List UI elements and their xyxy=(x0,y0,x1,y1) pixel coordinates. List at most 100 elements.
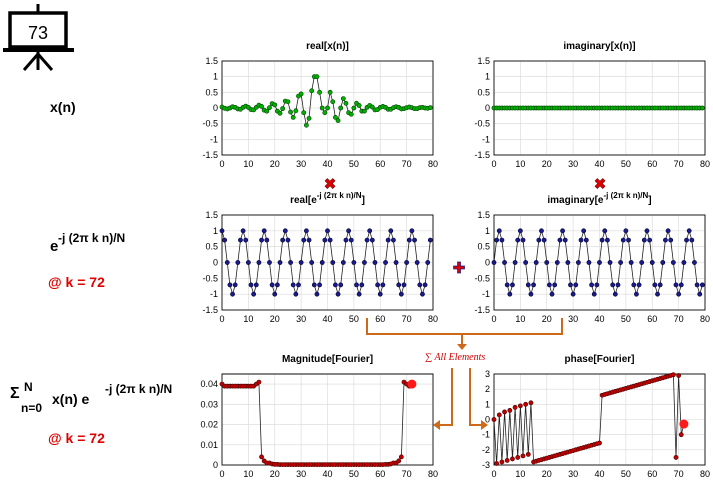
data-point xyxy=(562,237,568,243)
x-tick-label: 80 xyxy=(428,469,438,479)
x-tick-label: 40 xyxy=(322,159,332,169)
y-tick-label: 1 xyxy=(485,399,490,409)
y-tick-label: -0.5 xyxy=(474,273,490,283)
data-point xyxy=(380,282,386,288)
data-point xyxy=(663,237,668,243)
data-point xyxy=(280,237,286,243)
data-point xyxy=(396,458,402,464)
data-point xyxy=(306,237,312,243)
data-point xyxy=(692,260,697,265)
data-point xyxy=(517,403,523,409)
data-point xyxy=(319,260,325,265)
data-point xyxy=(335,118,341,123)
data-point xyxy=(626,237,631,243)
y-tick-label: 0 xyxy=(213,258,218,268)
data-point xyxy=(515,237,521,243)
chart-real-exp: 0 10 20 30 40 50 60 70 80 -1.5 -1 -0.5 0 0.5 1 1.5 real[… xyxy=(202,191,438,324)
data-point xyxy=(523,260,529,265)
data-point xyxy=(494,237,500,243)
data-point xyxy=(391,237,396,243)
data-point xyxy=(398,291,404,297)
data-point xyxy=(533,260,539,265)
y-tick-label: 1.5 xyxy=(477,56,490,66)
data-point xyxy=(618,260,623,265)
data-point xyxy=(333,115,338,120)
data-point xyxy=(539,228,544,234)
data-point xyxy=(396,282,402,288)
data-point xyxy=(306,115,312,121)
data-point xyxy=(227,282,233,288)
x-tick-label: 80 xyxy=(700,469,710,479)
data-point xyxy=(525,282,531,288)
y-tick-label: 0.02 xyxy=(200,420,218,430)
data-point xyxy=(301,110,307,116)
data-point xyxy=(367,228,373,234)
data-point xyxy=(427,105,433,111)
data-point xyxy=(293,291,299,297)
data-point xyxy=(359,282,365,288)
x-tick-label: 10 xyxy=(515,314,525,324)
data-point xyxy=(491,260,497,265)
data-point xyxy=(678,432,684,438)
y-tick-label: -1.5 xyxy=(474,150,490,160)
x-tick-label: 0 xyxy=(491,159,496,169)
plus-icon: ✚ xyxy=(453,260,466,277)
data-point xyxy=(272,102,278,108)
x-tick-label: 80 xyxy=(700,159,710,169)
data-point xyxy=(678,282,684,288)
data-point xyxy=(568,282,573,288)
data-point xyxy=(597,440,602,446)
data-point xyxy=(681,260,687,265)
data-point xyxy=(330,99,336,105)
x-tick-label: 50 xyxy=(621,469,631,479)
y-tick-label: 1 xyxy=(485,226,490,236)
data-point xyxy=(673,455,679,460)
data-point xyxy=(327,89,333,95)
slide-number: 73 xyxy=(28,23,48,43)
data-point xyxy=(597,260,602,265)
data-point xyxy=(507,407,513,413)
data-point xyxy=(427,237,433,243)
data-point xyxy=(517,228,523,234)
data-point xyxy=(531,282,536,288)
data-point xyxy=(409,228,415,234)
x-tick-label: 50 xyxy=(349,469,359,479)
y-tick-label: -1 xyxy=(482,289,490,299)
data-point xyxy=(269,282,275,288)
data-point xyxy=(589,282,594,288)
label-exp-sup: -j (2π k n)/N xyxy=(58,231,125,245)
data-point xyxy=(536,237,542,243)
data-point xyxy=(620,237,626,243)
data-point xyxy=(546,282,552,288)
chart-title: phase[Fourier] xyxy=(564,354,634,365)
x-tick-label: 40 xyxy=(322,314,332,324)
y-tick-label: 0 xyxy=(213,460,218,470)
x-tick-label: 0 xyxy=(491,314,496,324)
y-tick-label: 0.5 xyxy=(205,242,218,252)
data-point xyxy=(401,282,407,288)
data-point xyxy=(356,291,362,297)
data-point xyxy=(412,237,417,243)
y-tick-label: -1.5 xyxy=(202,150,218,160)
y-tick-label: 1.5 xyxy=(205,56,218,66)
data-point xyxy=(684,237,689,243)
data-point xyxy=(610,282,616,288)
x-tick-label: 70 xyxy=(402,159,412,169)
data-point xyxy=(267,260,272,265)
data-point xyxy=(322,237,328,243)
data-point xyxy=(557,237,563,243)
label-exponential: e -j (2π k n)/N xyxy=(50,231,125,255)
y-tick-label: 0 xyxy=(485,415,490,425)
y-tick-label: -1 xyxy=(210,289,218,299)
data-point xyxy=(499,237,505,243)
x-tick-label: 30 xyxy=(568,159,578,169)
data-point xyxy=(599,237,605,243)
x-tick-label: 0 xyxy=(219,159,224,169)
y-tick-label: 1.5 xyxy=(477,210,490,220)
data-point xyxy=(583,237,589,243)
data-point xyxy=(507,291,513,297)
x-tick-label: 10 xyxy=(243,469,253,479)
data-point xyxy=(510,456,515,462)
data-point xyxy=(636,282,642,288)
data-point xyxy=(369,237,375,243)
